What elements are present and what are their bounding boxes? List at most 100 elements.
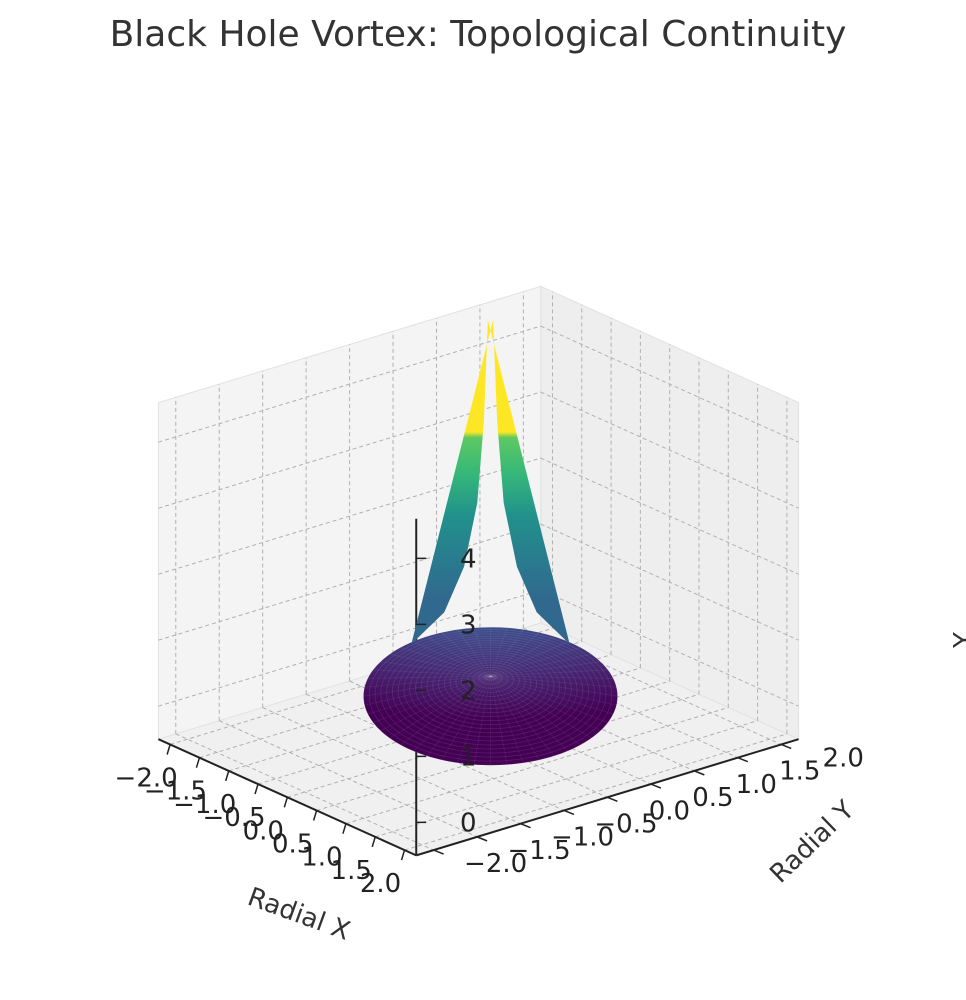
grid-line-back-z: [540, 589, 799, 707]
grid-line-back-z: [540, 523, 799, 641]
surface-meridian: [389, 653, 491, 677]
y-tick-mark: [433, 849, 444, 855]
surface-ring: [374, 631, 607, 758]
x-tick-mark: [400, 849, 406, 861]
surface-ring: [443, 657, 538, 709]
surface-ring: [415, 646, 566, 730]
grid-line-floor-y: [523, 627, 782, 745]
surface-ring: [409, 644, 572, 734]
surface-meridian: [490, 675, 617, 688]
y-tick-mark: [737, 756, 749, 763]
y-tick-mark: [694, 770, 705, 776]
y-tick-label: 1.0: [736, 770, 777, 800]
z-tick-label: 0: [460, 808, 477, 838]
surface-meridian: [363, 675, 491, 697]
grid-line-back-z: [540, 457, 799, 575]
grid-line-floor-y: [175, 733, 434, 851]
x-tick-label: −2.0: [115, 763, 178, 793]
surface-meridian: [490, 675, 608, 723]
y-tick-mark: [780, 743, 792, 750]
z-axis-label: Y: [949, 632, 966, 649]
y-tick-label: 0.5: [692, 783, 733, 813]
surface-meridian: [367, 675, 491, 679]
y-tick-label: −2.0: [464, 849, 527, 879]
surface-meridian: [490, 675, 617, 706]
grid-line-floor-y: [219, 720, 478, 838]
grid-line-floor-y: [262, 707, 521, 825]
x-tick-mark: [342, 823, 347, 834]
surface-meridian: [413, 641, 491, 677]
surface-meridian: [380, 661, 491, 677]
surface-meridian: [490, 636, 555, 677]
x-tick-mark: [254, 783, 259, 795]
surface-meridian: [490, 653, 592, 677]
chart-title: Black Hole Vortex: Topological Continuit…: [110, 14, 847, 55]
surface-ring: [403, 642, 578, 738]
surface-ring: [380, 633, 601, 754]
surface-meridian: [490, 629, 524, 677]
y-tick-label: 2.0: [823, 743, 864, 773]
surface-meridian: [490, 675, 618, 697]
y-tick-label: −1.5: [507, 836, 570, 866]
grid-line-side-z: [158, 325, 541, 443]
surface-meridian: [441, 632, 491, 677]
x-tick-mark: [371, 836, 376, 848]
x-tick-label: −1.0: [173, 790, 236, 820]
x-tick-mark: [166, 744, 171, 755]
grid-line-back-z: [540, 391, 799, 509]
surface-ring: [461, 664, 520, 697]
surface-meridian: [490, 675, 581, 746]
grid-line-side-z: [158, 589, 541, 707]
x-tick-label: 0.0: [243, 816, 284, 846]
surface-meridian: [490, 675, 614, 679]
x-tick-label: 1.0: [301, 843, 342, 873]
x-tick-label: 2.0: [360, 869, 401, 899]
surface-meridian: [490, 675, 540, 761]
y-tick-label: −0.5: [594, 809, 657, 839]
surface-meridian: [426, 675, 491, 757]
x-tick-label: −0.5: [202, 803, 265, 833]
surface-ring: [426, 651, 555, 722]
surface-ring: [484, 673, 497, 681]
surface-meridian: [457, 676, 491, 763]
surface-ring: [432, 653, 549, 718]
grid-line-side-z: [158, 457, 541, 575]
surface-meridian: [473, 627, 491, 677]
surface-ring: [455, 662, 526, 701]
surface-ring: [368, 629, 613, 762]
surface-meridian: [490, 675, 592, 739]
y-tick-mark: [563, 809, 575, 816]
surface-ring: [438, 655, 543, 714]
y-tick-mark: [607, 796, 618, 802]
z-tick-label: 4: [460, 544, 477, 574]
y-tick-label: 1.5: [779, 757, 820, 787]
x-tick-mark: [195, 757, 201, 768]
surface-ring: [420, 649, 561, 726]
surface-meridian: [364, 675, 491, 688]
tick-labels: −2.0−1.5−1.0−0.50.00.51.01.52.0−2.0−1.5−…: [115, 544, 864, 899]
y-tick-label: 0.0: [649, 796, 690, 826]
x-tick-label: 1.5: [331, 856, 372, 886]
surface-meridian: [490, 676, 508, 765]
z-tick-label: 3: [460, 610, 477, 640]
surface-meridian: [490, 676, 524, 763]
surface-meridian: [490, 675, 569, 752]
y-tick-mark: [650, 783, 662, 789]
x-tick-label: 0.5: [272, 829, 313, 859]
surface-meridian: [441, 675, 491, 761]
surface-meridian: [490, 675, 614, 715]
surface-meridian: [490, 661, 601, 677]
y-tick-mark: [476, 836, 488, 842]
grid-line-side-z: [158, 391, 541, 509]
x-tick-mark: [283, 797, 289, 808]
surface-ring: [391, 637, 590, 746]
x-tick-label: −1.5: [144, 777, 207, 807]
surface-ring: [467, 666, 514, 693]
y-tick-label: −1.0: [551, 823, 614, 853]
surface-meridian: [400, 675, 491, 746]
surface-meridian: [400, 647, 491, 677]
grid-line-back-z: [540, 325, 799, 443]
surface-meridian: [490, 627, 508, 677]
surface-meridian: [490, 647, 581, 677]
